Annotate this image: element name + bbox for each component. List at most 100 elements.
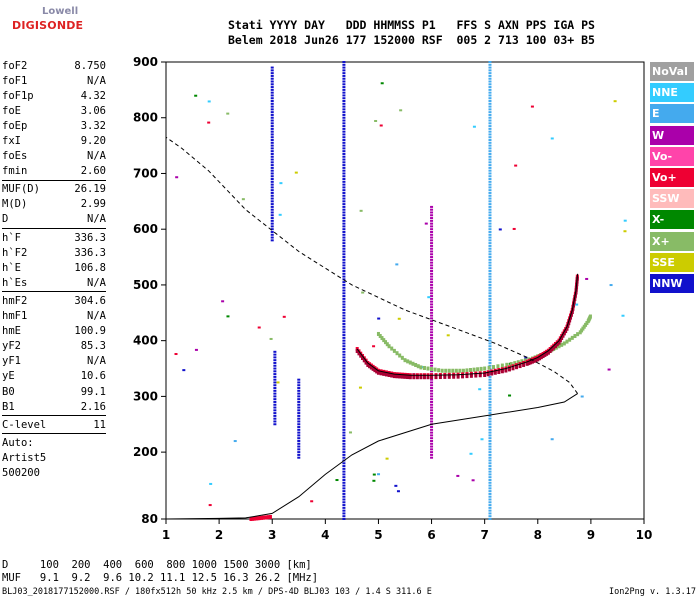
echo-column-dot xyxy=(488,61,492,63)
echo-column-dot xyxy=(342,144,346,147)
x-trace-echo xyxy=(387,344,391,349)
param-row: h`F2 336.3 xyxy=(2,245,106,260)
echo-column-dot xyxy=(270,116,274,119)
param-row: foEs N/A xyxy=(2,149,106,164)
echo-column-dot xyxy=(273,420,277,423)
echo-column-dot xyxy=(273,370,277,373)
echo-column-dot xyxy=(430,269,434,272)
echo-column-dot xyxy=(488,72,492,75)
echo-column-dot xyxy=(342,428,346,431)
echo-column-dot xyxy=(297,453,301,456)
echo-column-dot xyxy=(488,465,492,468)
echo-column-dot xyxy=(342,136,346,139)
echo-column-dot xyxy=(488,86,492,89)
param-label: foF1 xyxy=(2,74,28,87)
echo-column-dot xyxy=(488,434,492,437)
x-trace-echo xyxy=(465,368,469,373)
echo-column-dot xyxy=(430,359,434,362)
echo-column-dot xyxy=(342,119,346,122)
echo-column-dot xyxy=(430,400,434,403)
echo-column-dot xyxy=(430,378,434,381)
echo-column-dot xyxy=(342,306,346,309)
scaled-parameters-panel: foF2 8.750 foF1 N/A foF1p 4.32 foE 3.06 foEp 3.32… xyxy=(2,58,106,481)
noise-echo xyxy=(182,369,186,372)
o-trace-echo-shadow xyxy=(515,365,519,370)
echo-column-dot xyxy=(488,498,492,501)
echo-column-dot xyxy=(342,445,346,448)
param-row: h`Es N/A xyxy=(2,275,106,290)
o-trace-echo-shadow xyxy=(541,354,545,359)
x-tick-label: 9 xyxy=(587,528,595,542)
echo-column-dot xyxy=(342,356,346,359)
echo-column-dot xyxy=(297,412,301,415)
echo-column-dot xyxy=(342,295,346,298)
echo-column-dot xyxy=(342,417,346,420)
legend-item-voplus: Vo- xyxy=(650,146,694,166)
echo-column-dot xyxy=(430,392,434,395)
echo-column-dot xyxy=(488,272,492,275)
echo-column-dot xyxy=(488,342,492,345)
echo-column-dot xyxy=(488,353,492,356)
echo-column-dot xyxy=(342,406,346,409)
o-trace-echo-shadow xyxy=(490,371,494,376)
echo-column-dot xyxy=(488,130,492,133)
e-trace-echo xyxy=(253,516,257,521)
e-trace-echo xyxy=(251,516,255,521)
echo-column-dot xyxy=(342,364,346,367)
echo-column-dot xyxy=(342,91,346,94)
param-row: B1 2.16 xyxy=(2,399,106,414)
echo-column-dot xyxy=(488,311,492,314)
echo-column-dot xyxy=(430,426,434,429)
echo-column-dot xyxy=(488,217,492,220)
o-trace-echo-shadow xyxy=(565,326,569,331)
noise-echo xyxy=(396,490,400,493)
echo-column-dot xyxy=(430,217,434,220)
echo-column-dot xyxy=(273,423,277,426)
x-trace-echo xyxy=(384,340,388,345)
o-trace-echo-shadow xyxy=(359,353,363,358)
param-row: foE 3.06 xyxy=(2,103,106,118)
echo-column-dot xyxy=(488,478,492,481)
o-trace-echo-shadow xyxy=(539,355,543,360)
param-row: 500200 xyxy=(2,465,106,480)
echo-column-dot xyxy=(430,253,434,256)
echo-column-dot xyxy=(488,186,492,189)
muf-row: MUF 9.1 9.2 9.6 10.2 11.1 12.5 16.3 26.2… xyxy=(2,571,319,584)
echo-column-dot xyxy=(488,116,492,119)
echo-column-dot xyxy=(342,147,346,150)
echo-column-dot xyxy=(342,219,346,222)
param-label: C-level xyxy=(2,418,47,431)
echo-column-dot xyxy=(488,492,492,495)
param-value: N/A xyxy=(87,213,106,226)
echo-column-dot xyxy=(488,83,492,86)
o-trace-echo-shadow xyxy=(518,364,522,369)
echo-column-dot xyxy=(342,311,346,314)
echo-column-dot xyxy=(488,515,492,518)
echo-column-dot xyxy=(342,361,346,364)
noise-echo xyxy=(282,315,286,318)
echo-column-dot xyxy=(488,69,492,72)
o-trace-echo-shadow xyxy=(534,358,538,363)
echo-column-dot xyxy=(488,331,492,334)
x-trace-echo xyxy=(562,341,566,346)
echo-column-dot xyxy=(430,328,434,331)
echo-column-dot xyxy=(342,247,346,250)
echo-column-dot xyxy=(488,102,492,105)
param-label: yE xyxy=(2,370,15,383)
echo-column-dot xyxy=(342,194,346,197)
param-row: yE 10.6 xyxy=(2,369,106,384)
echo-column-dot xyxy=(273,359,277,362)
param-value: N/A xyxy=(87,276,106,289)
echo-column-dot xyxy=(297,423,301,426)
echo-column-dot xyxy=(488,191,492,194)
echo-column-dot xyxy=(488,256,492,259)
echo-column-dot xyxy=(342,339,346,342)
echo-column-dot xyxy=(488,233,492,236)
o-trace-echo-shadow xyxy=(392,374,396,379)
echo-column-dot xyxy=(488,518,492,520)
echo-column-dot xyxy=(488,403,492,406)
param-value: 9.20 xyxy=(80,135,106,148)
echo-column-dot xyxy=(342,236,346,239)
echo-column-dot xyxy=(270,233,274,236)
noise-echo xyxy=(372,479,376,482)
